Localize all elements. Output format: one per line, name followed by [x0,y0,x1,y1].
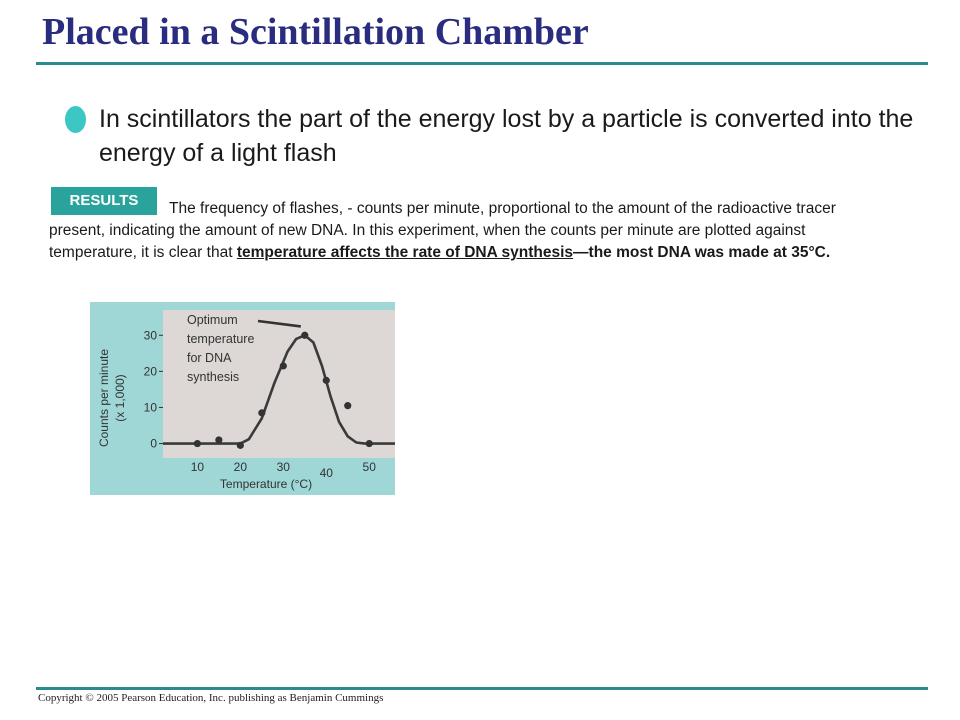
data-point [322,376,330,384]
chart-panel: 0 10 20 30 10 20 30 40 50 Temperature (°C) Counts … [90,302,395,495]
plot-area [163,310,395,458]
annotation-text: Optimum [187,313,238,327]
x-tick-label: 10 [191,460,205,474]
results-text-part1: The frequency of flashes, - counts per m… [49,200,836,261]
annotation-text: synthesis [187,370,239,384]
footer-divider [36,687,928,690]
data-point [365,439,373,448]
data-point [258,409,266,417]
y-tick-label: 10 [144,400,158,414]
data-point [193,439,201,448]
data-point [279,362,287,370]
results-text-emphasis: temperature affects the rate of DNA synt… [236,244,574,261]
x-tick-label: 40 [320,466,334,480]
results-paragraph: The frequency of flashes, - counts per m… [49,198,869,264]
y-tick-label: 0 [150,437,157,451]
y-tick-label: 20 [144,364,158,378]
data-point [236,441,244,449]
data-point [344,402,352,410]
slide-title: Placed in a Scintillation Chamber [42,11,589,53]
title-divider [36,62,928,65]
annotation-text: temperature [187,332,254,346]
x-axis-label: Temperature (°C) [220,477,312,491]
annotation-leader [257,319,301,328]
copyright-footer: Copyright © 2005 Pearson Education, Inc.… [38,692,384,704]
y-axis-label: (x 1,000) [113,374,127,421]
annotation-text: for DNA [187,351,232,365]
bullet-text: In scintillators the part of the energy … [99,105,914,167]
results-badge: RESULTS [51,187,157,215]
x-tick-label: 30 [277,460,291,474]
x-tick-label: 20 [234,460,248,474]
fit-curve [163,334,395,445]
y-axis-label: Counts per minute [97,349,111,447]
data-point [215,436,223,444]
y-tick-label: 30 [144,328,158,342]
x-tick-label: 50 [363,460,377,474]
dna-synthesis-chart: 0 10 20 30 10 20 30 40 50 Temperature (°C) Counts … [97,310,395,491]
bullet-icon [65,106,86,133]
results-text-part2: —the most DNA was made at 35°C. [573,244,831,261]
data-point [301,331,309,339]
